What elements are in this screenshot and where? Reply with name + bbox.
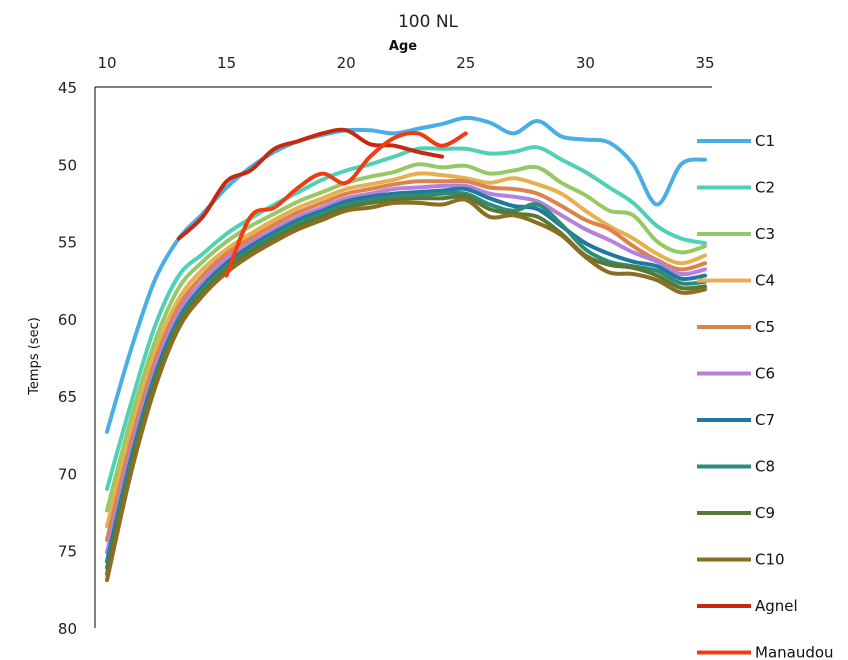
series-line-c5 <box>105 178 707 542</box>
legend: C1 C2 C3 C4 C5 C6 C7 C8 C9 C10 Agnel Manaudou <box>697 132 834 660</box>
series-line-manaudou <box>224 131 468 278</box>
legend-item-c2: C2 <box>697 179 775 197</box>
y-tick-label: 55 <box>58 234 77 252</box>
x-tick-label: 35 <box>695 54 714 72</box>
legend-label: C5 <box>755 318 775 336</box>
y-tick-label: 80 <box>58 620 77 638</box>
legend-item-c5: C5 <box>697 318 775 336</box>
legend-label: C4 <box>755 272 775 290</box>
x-axis-label: Age <box>389 39 417 54</box>
series-line-c10 <box>105 197 707 583</box>
legend-label: C8 <box>755 458 775 476</box>
legend-item-c4: C4 <box>697 272 775 290</box>
x-tick-label: 20 <box>337 54 356 72</box>
legend-item-c6: C6 <box>697 365 775 383</box>
series-group <box>105 115 707 583</box>
y-axis-label: Temps (sec) <box>27 317 42 396</box>
legend-label: C7 <box>755 411 775 429</box>
legend-item-c9: C9 <box>697 504 775 522</box>
series-line-agnel <box>176 127 444 241</box>
chart-title: 100 NL <box>398 12 459 32</box>
legend-label: Manaudou <box>755 644 834 660</box>
y-tick-label: 70 <box>58 465 77 483</box>
series-line-c2 <box>105 145 707 491</box>
series-line-c3 <box>105 162 707 513</box>
series-line-c4 <box>105 171 707 528</box>
legend-item-c7: C7 <box>697 411 775 429</box>
y-tick-label: 75 <box>58 543 77 561</box>
series-line-c8 <box>105 190 707 570</box>
legend-label: C3 <box>755 225 775 243</box>
x-tick-label: 15 <box>217 54 236 72</box>
legend-label: C9 <box>755 504 775 522</box>
legend-label: Agnel <box>755 597 798 615</box>
legend-label: C10 <box>755 551 785 569</box>
legend-label: C1 <box>755 132 775 150</box>
y-tick-label: 50 <box>58 156 77 174</box>
legend-item-agnel: Agnel <box>697 597 798 615</box>
y-tick-label: 65 <box>58 388 77 406</box>
legend-item-c8: C8 <box>697 458 775 476</box>
y-ticks: 45 50 55 60 65 70 75 80 <box>58 79 77 638</box>
x-tick-label: 25 <box>456 54 475 72</box>
legend-label: C6 <box>755 365 775 383</box>
x-tick-label: 10 <box>97 54 116 72</box>
x-ticks: 10 15 20 25 30 35 <box>97 54 714 72</box>
series-line-c7 <box>105 186 707 564</box>
legend-item-c10: C10 <box>697 551 785 569</box>
legend-label: C2 <box>755 179 775 197</box>
series-line-c9 <box>105 194 707 576</box>
y-tick-label: 60 <box>58 311 77 329</box>
legend-item-c3: C3 <box>697 225 775 243</box>
x-tick-label: 30 <box>576 54 595 72</box>
y-tick-label: 45 <box>58 79 77 97</box>
series-line-c6 <box>105 183 707 555</box>
legend-item-c1: C1 <box>697 132 775 150</box>
legend-item-manaudou: Manaudou <box>697 644 834 660</box>
